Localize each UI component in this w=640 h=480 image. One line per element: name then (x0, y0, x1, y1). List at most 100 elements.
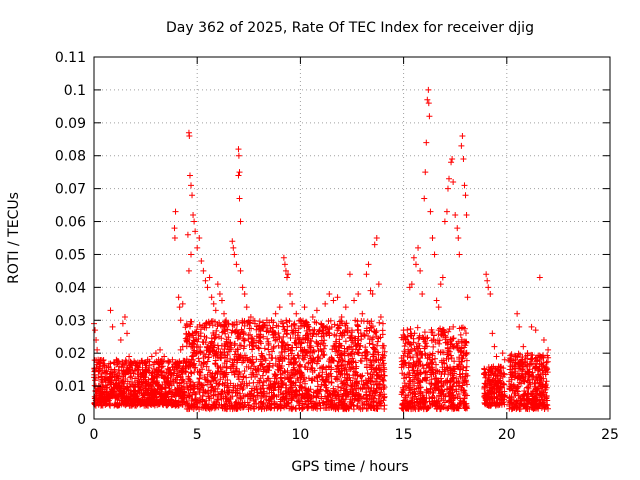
data-point (237, 267, 244, 274)
data-point (369, 290, 376, 297)
data-point (464, 294, 471, 301)
data-point (305, 323, 312, 330)
data-point (450, 179, 457, 186)
data-point (484, 277, 491, 284)
data-point (165, 360, 172, 367)
data-point (177, 317, 184, 324)
x-tick-label: 5 (193, 427, 202, 443)
data-point (119, 320, 126, 327)
data-point (520, 343, 527, 350)
data-point (444, 185, 451, 192)
data-point (512, 353, 519, 360)
data-point (173, 363, 180, 370)
y-tick-label: 0.09 (55, 116, 86, 132)
data-point (355, 290, 362, 297)
data-point (424, 96, 431, 103)
data-point (230, 244, 237, 251)
data-point (285, 271, 292, 278)
data-point (176, 304, 183, 311)
data-point (185, 267, 192, 274)
data-point (161, 353, 168, 360)
data-point (95, 356, 102, 363)
data-point (212, 307, 219, 314)
data-point (231, 251, 238, 258)
data-point (322, 300, 329, 307)
data-point (144, 356, 151, 363)
data-point (528, 323, 535, 330)
data-point (92, 327, 99, 334)
data-point (375, 281, 382, 288)
data-point (101, 386, 108, 393)
data-point (206, 274, 213, 281)
data-point (204, 284, 211, 291)
data-point (443, 208, 450, 215)
data-point (140, 376, 147, 383)
data-point (415, 244, 422, 251)
data-point (507, 356, 514, 363)
x-axis-ticks: 0 5 10 15 20 25 (90, 57, 619, 443)
data-point (404, 333, 411, 340)
data-point (419, 290, 426, 297)
data-point (536, 274, 543, 281)
data-point (272, 310, 279, 317)
y-tick-label: 0.05 (55, 247, 86, 263)
data-point (188, 182, 195, 189)
data-point (208, 294, 215, 301)
data-point (461, 182, 468, 189)
data-point (126, 353, 133, 360)
y-tick-label: 0.04 (55, 280, 86, 296)
data-point (121, 313, 128, 320)
data-point (309, 313, 316, 320)
data-point (236, 169, 243, 176)
data-point (371, 241, 378, 248)
data-point (435, 304, 442, 311)
data-point (439, 274, 446, 281)
data-cloud (91, 317, 552, 413)
data-point (342, 304, 349, 311)
data-point (318, 320, 325, 327)
data-point (287, 290, 294, 297)
data-point (184, 231, 191, 238)
data-point (429, 235, 436, 241)
x-tick-label: 25 (601, 427, 619, 443)
data-point (243, 304, 250, 311)
plot-frame (93, 56, 611, 420)
data-point (264, 327, 271, 334)
data-point (223, 317, 230, 324)
data-point (400, 327, 407, 334)
data-point (179, 343, 186, 350)
data-point (111, 366, 118, 373)
data-point (501, 356, 508, 363)
data-point (94, 346, 101, 353)
data-point (422, 169, 429, 176)
y-axis-label: ROTI / TECUs (6, 192, 22, 284)
data-point (346, 271, 353, 278)
data-point (268, 317, 275, 324)
data-point (200, 267, 207, 274)
data-point (437, 281, 444, 288)
data-point (499, 350, 506, 357)
data-point (532, 327, 539, 334)
data-point (186, 172, 193, 179)
x-tick-label: 10 (291, 427, 309, 443)
data-point (489, 330, 496, 337)
data-point (157, 346, 164, 353)
data-point (462, 192, 469, 199)
data-point (491, 343, 498, 350)
data-point (427, 208, 434, 215)
dense-point-cloud (91, 317, 552, 413)
data-point (359, 310, 366, 317)
x-tick-label: 0 (90, 427, 99, 443)
data-point (334, 294, 341, 301)
data-point (171, 225, 178, 232)
y-tick-label: 0.01 (55, 379, 86, 395)
data-point (99, 376, 106, 383)
data-point (218, 297, 225, 304)
data-point (423, 139, 430, 146)
data-point (330, 297, 337, 304)
data-point (260, 333, 267, 340)
data-point (446, 175, 453, 182)
data-point (235, 146, 242, 153)
data-point (281, 261, 288, 268)
